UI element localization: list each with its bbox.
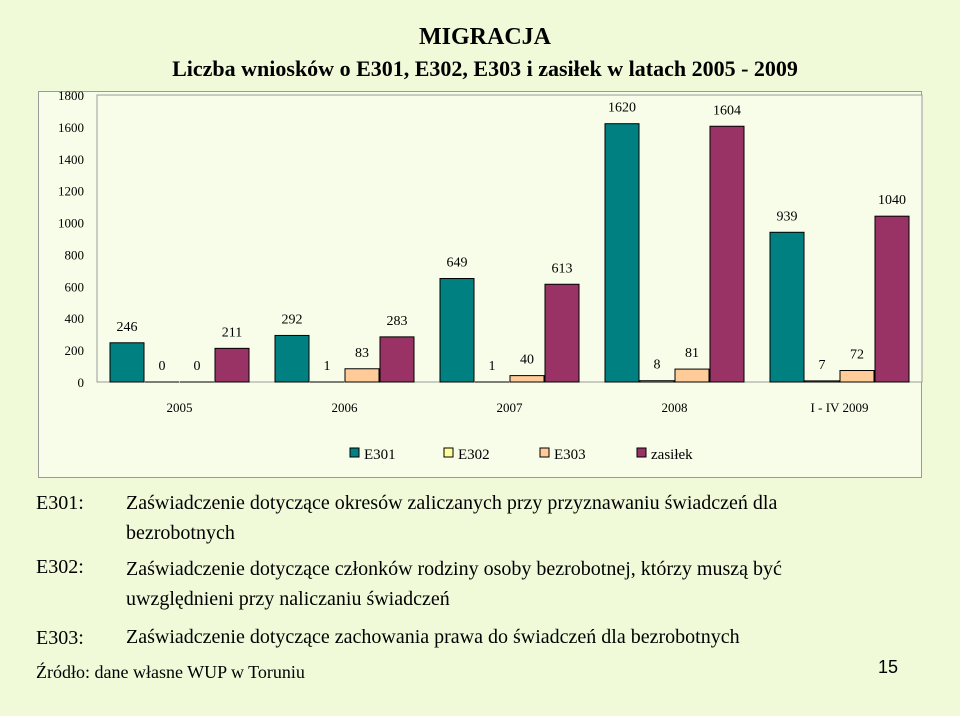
bar xyxy=(709,125,745,383)
definition-text-e303: Zaświadczenie dotyczące zachowania prawa… xyxy=(126,626,740,648)
data-label: 81 xyxy=(685,346,699,361)
data-label: 72 xyxy=(850,348,864,363)
bar xyxy=(604,123,640,383)
legend-label: zasiłek xyxy=(651,447,693,463)
y-tick-label: 1400 xyxy=(58,152,84,167)
y-tick-label: 1600 xyxy=(58,120,84,135)
bar xyxy=(439,278,475,383)
y-tick-label: 1800 xyxy=(58,88,84,103)
definition-text-e302: Zaświadczenie dotyczące członków rodziny… xyxy=(126,558,782,610)
data-label: 0 xyxy=(159,359,166,374)
bar xyxy=(109,342,145,383)
bar xyxy=(839,370,875,383)
legend-swatch xyxy=(539,447,550,458)
bar xyxy=(804,380,840,383)
source-note: Źródło: dane własne WUP w Toruniu xyxy=(36,662,305,682)
bar xyxy=(509,375,545,383)
data-label: 1 xyxy=(489,359,496,374)
data-label: 283 xyxy=(387,314,408,329)
page-number: 15 xyxy=(878,657,899,677)
bar xyxy=(769,231,805,383)
y-tick-label: 1200 xyxy=(58,184,84,199)
definition-label-e302: E302: xyxy=(36,556,84,578)
y-tick-label: 0 xyxy=(78,375,85,390)
data-label: 7 xyxy=(819,358,826,373)
data-label: 649 xyxy=(447,256,468,271)
bar xyxy=(544,283,580,383)
data-label: 1040 xyxy=(878,193,906,208)
chart-subtitle: Liczba wniosków o E301, E302, E303 i zas… xyxy=(172,56,798,81)
bar xyxy=(274,334,310,383)
bar xyxy=(214,347,250,383)
y-tick-label: 600 xyxy=(65,279,85,294)
x-tick-label: I - IV 2009 xyxy=(811,400,869,415)
legend-swatch xyxy=(443,447,454,458)
legend-label: E301 xyxy=(364,447,396,463)
data-label: 292 xyxy=(282,312,303,327)
data-label: 246 xyxy=(117,320,138,335)
data-label: 1 xyxy=(324,359,331,374)
definition-label-e301: E301: xyxy=(36,492,84,514)
bar xyxy=(344,368,380,383)
legend-label: E303 xyxy=(554,447,586,463)
y-tick-label: 200 xyxy=(65,343,85,358)
data-label: 83 xyxy=(355,346,369,361)
legend-swatch xyxy=(636,447,647,458)
definition-label-e303: E303: xyxy=(36,627,84,649)
y-tick-label: 400 xyxy=(65,311,85,326)
bar xyxy=(674,368,710,383)
y-tick-label: 800 xyxy=(65,247,85,262)
chart-title: MIGRACJA xyxy=(419,24,551,50)
data-label: 1604 xyxy=(713,103,741,118)
data-label: 8 xyxy=(654,358,661,373)
x-tick-label: 2008 xyxy=(662,400,688,415)
bar xyxy=(639,380,675,383)
definition-text-e301: Zaświadczenie dotyczące okresów zaliczan… xyxy=(126,492,778,544)
legend-label: E302 xyxy=(458,447,490,463)
x-tick-label: 2006 xyxy=(332,400,359,415)
data-label: 211 xyxy=(222,325,242,340)
data-label: 613 xyxy=(552,261,573,276)
y-tick-label: 1000 xyxy=(58,216,84,231)
bar xyxy=(874,215,910,383)
legend-swatch xyxy=(349,447,360,458)
bar xyxy=(379,336,415,383)
x-tick-label: 2005 xyxy=(167,400,193,415)
data-label: 40 xyxy=(520,353,534,368)
data-label: 1620 xyxy=(608,101,636,116)
x-tick-label: 2007 xyxy=(497,400,524,415)
data-label: 0 xyxy=(194,359,201,374)
data-label: 939 xyxy=(777,209,798,224)
